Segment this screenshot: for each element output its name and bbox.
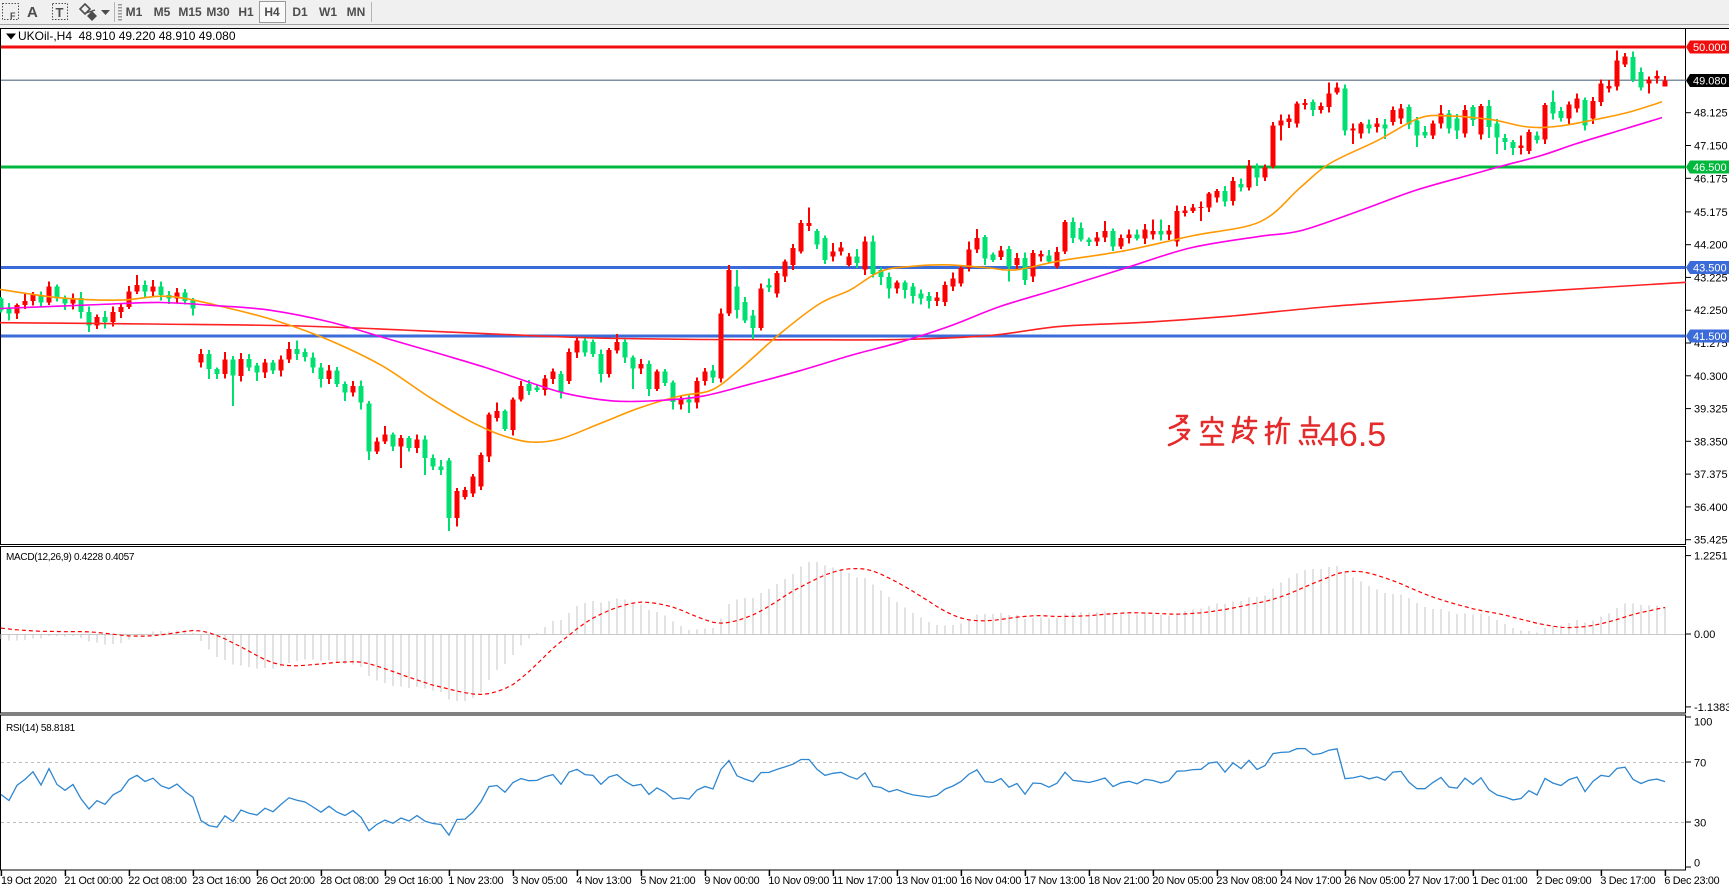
svg-text:9 Nov 00:00: 9 Nov 00:00: [704, 875, 759, 887]
svg-text:37.375: 37.375: [1694, 469, 1728, 481]
svg-text:4 Nov 13:00: 4 Nov 13:00: [576, 875, 631, 887]
svg-text:-1.1383: -1.1383: [1694, 702, 1729, 714]
svg-text:23 Nov 08:00: 23 Nov 08:00: [1216, 875, 1277, 887]
svg-text:MN: MN: [347, 5, 366, 19]
svg-text:F: F: [10, 11, 16, 21]
svg-text:M5: M5: [154, 5, 171, 19]
svg-text:D1: D1: [292, 5, 308, 19]
svg-text:36.400: 36.400: [1694, 502, 1728, 514]
svg-text:20 Nov 05:00: 20 Nov 05:00: [1152, 875, 1213, 887]
svg-text:0: 0: [1694, 858, 1700, 870]
svg-text:24 Nov 17:00: 24 Nov 17:00: [1280, 875, 1341, 887]
svg-text:46.175: 46.175: [1694, 173, 1728, 185]
svg-text:1 Dec 01:00: 1 Dec 01:00: [1472, 875, 1527, 887]
svg-text:23 Oct 16:00: 23 Oct 16:00: [192, 875, 251, 887]
svg-text:2 Dec 09:00: 2 Dec 09:00: [1536, 875, 1591, 887]
svg-text:M30: M30: [206, 5, 230, 19]
svg-text:19 Oct 2020: 19 Oct 2020: [1, 875, 57, 887]
svg-text:49.080: 49.080: [1693, 76, 1727, 88]
svg-text:35.425: 35.425: [1694, 535, 1728, 547]
svg-text:3 Nov 05:00: 3 Nov 05:00: [512, 875, 567, 887]
svg-text:17 Nov 13:00: 17 Nov 13:00: [1024, 875, 1085, 887]
svg-text:43.500: 43.500: [1693, 263, 1727, 275]
svg-text:30: 30: [1694, 818, 1706, 830]
svg-text:39.325: 39.325: [1694, 404, 1728, 416]
svg-text:28 Oct 08:00: 28 Oct 08:00: [320, 875, 379, 887]
svg-text:46.500: 46.500: [1693, 162, 1727, 174]
svg-text:T: T: [56, 5, 64, 20]
svg-text:10 Nov 09:00: 10 Nov 09:00: [768, 875, 829, 887]
svg-text:1 Nov 23:00: 1 Nov 23:00: [448, 875, 503, 887]
svg-text:1.2251: 1.2251: [1694, 551, 1728, 563]
svg-text:100: 100: [1694, 717, 1712, 729]
svg-text:M15: M15: [178, 5, 202, 19]
svg-text:W1: W1: [319, 5, 337, 19]
svg-text:44.200: 44.200: [1694, 240, 1728, 252]
svg-text:H1: H1: [238, 5, 254, 19]
svg-text:0.00: 0.00: [1694, 629, 1715, 641]
svg-text:13 Nov 01:00: 13 Nov 01:00: [896, 875, 957, 887]
svg-text:29 Oct 16:00: 29 Oct 16:00: [384, 875, 443, 887]
svg-text:42.250: 42.250: [1694, 305, 1728, 317]
svg-text:22 Oct 08:00: 22 Oct 08:00: [128, 875, 187, 887]
svg-text:27 Nov 17:00: 27 Nov 17:00: [1408, 875, 1469, 887]
svg-text:16 Nov 04:00: 16 Nov 04:00: [960, 875, 1021, 887]
svg-text:A: A: [27, 4, 38, 21]
svg-text:21 Oct 00:00: 21 Oct 00:00: [64, 875, 123, 887]
svg-text:M1: M1: [126, 5, 143, 19]
svg-text:50.000: 50.000: [1693, 42, 1727, 54]
svg-text:26 Oct 20:00: 26 Oct 20:00: [256, 875, 315, 887]
svg-text:41.500: 41.500: [1693, 331, 1727, 343]
svg-text:H4: H4: [264, 5, 280, 19]
svg-text:MACD(12,26,9) 0.4228 0.4057: MACD(12,26,9) 0.4228 0.4057: [6, 552, 135, 563]
svg-text:6 Dec 23:00: 6 Dec 23:00: [1664, 875, 1719, 887]
svg-text:38.350: 38.350: [1694, 436, 1728, 448]
svg-text:RSI(14) 58.8181: RSI(14) 58.8181: [6, 723, 76, 734]
svg-text:18 Nov 21:00: 18 Nov 21:00: [1088, 875, 1149, 887]
svg-text:47.150: 47.150: [1694, 141, 1728, 153]
svg-text:UKOil-,H4 48.910 49.220 48.91: UKOil-,H4 48.910 49.220 48.910 49.080: [18, 29, 236, 43]
svg-text:46.5: 46.5: [1320, 416, 1386, 454]
svg-text:45.175: 45.175: [1694, 207, 1728, 219]
svg-text:11 Nov 17:00: 11 Nov 17:00: [832, 875, 892, 887]
svg-text:48.125: 48.125: [1694, 108, 1728, 120]
svg-text:3 Dec 17:00: 3 Dec 17:00: [1600, 875, 1655, 887]
svg-text:26 Nov 05:00: 26 Nov 05:00: [1344, 875, 1405, 887]
svg-text:5 Nov 21:00: 5 Nov 21:00: [640, 875, 695, 887]
svg-text:43.225: 43.225: [1694, 272, 1728, 284]
svg-text:70: 70: [1694, 758, 1706, 770]
svg-text:40.300: 40.300: [1694, 371, 1728, 383]
